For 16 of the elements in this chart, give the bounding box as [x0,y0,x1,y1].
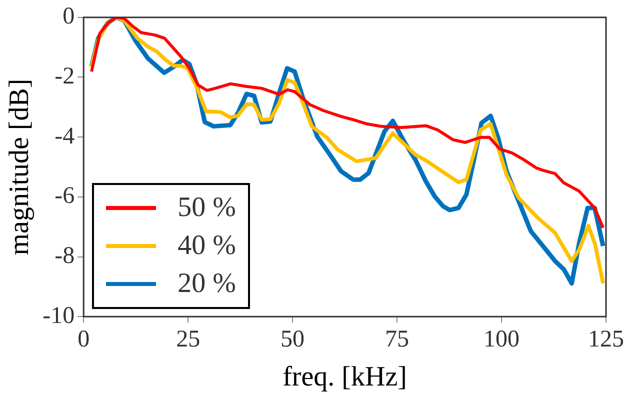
x-tick-label: 125 [588,326,624,352]
y-tick-label: -2 [54,64,75,90]
legend-label: 40 % [178,230,236,262]
y-tick-label: -4 [54,123,75,150]
legend-label: 50 % [178,192,236,224]
y-tick-label: 0 [62,4,75,30]
y-tick-label: -10 [42,302,75,329]
y-tick-label: -6 [54,183,75,210]
x-tick-label: 75 [385,326,410,352]
y-axis-title: magnitude [dB] [4,78,36,256]
y-tick-label: -8 [54,243,75,270]
x-tick-label: 100 [484,326,520,352]
x-tick-label: 50 [280,326,305,352]
x-axis-title: freq. [kHz] [282,362,407,393]
x-tick-label: 25 [176,326,200,352]
legend-label: 20 % [178,268,236,300]
